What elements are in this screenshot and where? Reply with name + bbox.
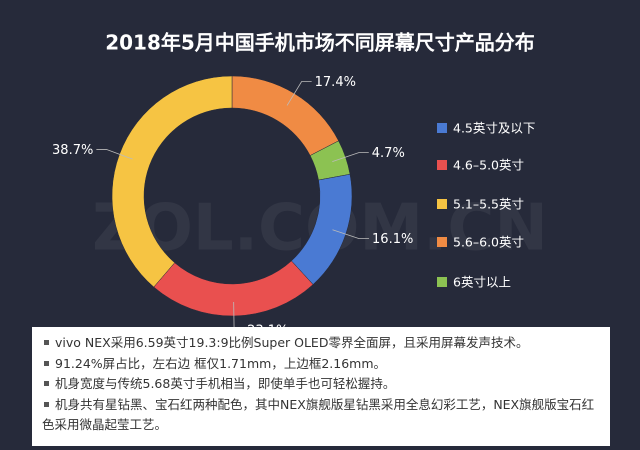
leader-line bbox=[332, 152, 369, 163]
legend-swatch bbox=[437, 199, 447, 209]
legend-swatch bbox=[437, 277, 447, 287]
bullet bbox=[44, 360, 49, 366]
legend-label: 5.6–6.0英寸 bbox=[453, 235, 524, 250]
bullet bbox=[44, 340, 49, 345]
bullet bbox=[44, 401, 49, 407]
legend-label: 4.5英寸及以下 bbox=[453, 121, 535, 136]
note-text: vivo NEX采用6.59英寸19.3:9比例Super OLED零界全面屏，… bbox=[55, 335, 529, 350]
legend-swatch bbox=[437, 123, 447, 133]
note: 机身宽度与传统5.68英寸手机相当，即使单手也可轻松握持。 bbox=[42, 374, 602, 395]
note: 91.24%屏占比，左右边 框仅1.71mm，上边框2.16mm。 bbox=[42, 354, 602, 375]
note-text: 91.24%屏占比，左右边 框仅1.71mm，上边框2.16mm。 bbox=[55, 355, 387, 371]
note-text: 机身共有星钻黑、宝石红两种配色，其中NEX旗舰版星钻黑采用全息幻彩工艺，NEX旗… bbox=[42, 396, 595, 433]
note: vivo NEX采用6.59英寸19.3:9比例Super OLED零界全面屏，… bbox=[42, 333, 602, 354]
data-label: 4.7% bbox=[372, 146, 405, 161]
leader-line bbox=[96, 149, 133, 160]
note: 机身共有星钻黑、宝石红两种配色，其中NEX旗舰版星钻黑采用全息幻彩工艺，NEX旗… bbox=[42, 395, 602, 436]
data-label: 16.1% bbox=[372, 232, 413, 247]
data-label: 17.4% bbox=[315, 75, 356, 90]
legend-swatch bbox=[437, 237, 447, 247]
notes-box: vivo NEX采用6.59英寸19.3:9比例Super OLED零界全面屏，… bbox=[32, 327, 610, 446]
donut-segment bbox=[111, 75, 233, 288]
legend-label: 6英寸以上 bbox=[453, 275, 511, 290]
legend-label: 5.1–5.5英寸 bbox=[453, 197, 524, 212]
chart-title: 2018年5月中国手机市场不同屏幕尺寸产品分布 bbox=[105, 31, 535, 55]
note-text: 机身宽度与传统5.68英寸手机相当，即使单手也可轻松握持。 bbox=[55, 376, 396, 391]
bullet bbox=[44, 381, 49, 386]
legend-swatch bbox=[437, 160, 447, 170]
legend-label: 4.6–5.0英寸 bbox=[453, 158, 524, 173]
data-label: 38.7% bbox=[52, 143, 93, 158]
leader-line bbox=[286, 81, 312, 106]
leader-line bbox=[332, 229, 370, 240]
